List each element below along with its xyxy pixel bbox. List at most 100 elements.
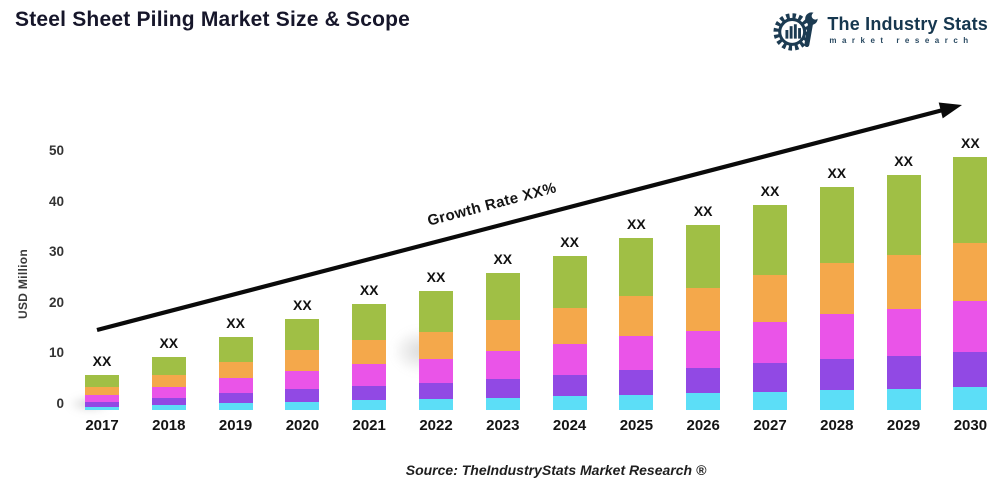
bar-value-label-2018: XX xyxy=(159,334,179,351)
bar-value-label-2030: XX xyxy=(961,135,980,151)
bar-segment-purple xyxy=(485,378,520,398)
x-axis-label-2028: 2028 xyxy=(820,417,854,434)
bar-segment-purple xyxy=(953,351,988,388)
bar-2026 xyxy=(686,225,721,410)
x-axis-label-2022: 2022 xyxy=(419,417,453,434)
bar-value-label-2022: XX xyxy=(426,269,446,286)
bar-segment-orange xyxy=(485,319,520,352)
bar-segment-magenta xyxy=(886,308,921,356)
x-axis-label-2030: 2030 xyxy=(953,417,988,434)
bar-segment-green-top xyxy=(886,174,921,255)
bar-2020 xyxy=(285,318,320,410)
bar-value-label-2020: XX xyxy=(293,296,312,313)
bar-segment-magenta xyxy=(285,370,320,390)
bar-segment-magenta xyxy=(151,387,186,398)
brand-tagline: market research xyxy=(829,36,974,45)
bar-2017 xyxy=(85,374,119,410)
bar-segment-purple xyxy=(886,355,921,389)
bar-segment-green-top xyxy=(552,255,587,309)
bar-segment-cyan-bottom xyxy=(352,400,387,410)
growth-rate-annotation: Growth Rate XX% xyxy=(425,179,559,230)
bar-segment-green-top xyxy=(218,336,253,362)
x-axis-label-2020: 2020 xyxy=(285,417,320,434)
x-axis-label-2023: 2023 xyxy=(486,417,520,434)
x-axis-label-2024: 2024 xyxy=(552,417,587,434)
bar-value-label-2025: XX xyxy=(627,215,646,232)
page-title: Steel Sheet Piling Market Size & Scope xyxy=(15,8,411,31)
x-axis-label-2019: 2019 xyxy=(218,417,253,434)
bar-segment-purple xyxy=(753,362,787,392)
bar-value-label-2024: XX xyxy=(560,233,579,250)
bar-segment-green-top xyxy=(819,187,854,264)
y-axis-tick-40: 40 xyxy=(48,193,64,209)
bar-segment-magenta xyxy=(753,321,787,363)
bar-segment-purple xyxy=(151,397,186,406)
bar-segment-magenta xyxy=(218,378,253,394)
gear-wrench-chart-icon xyxy=(773,12,820,51)
bar-segment-purple xyxy=(85,401,119,407)
bar-segment-green-top xyxy=(753,204,787,275)
bar-segment-green-top xyxy=(85,374,119,387)
bar-segment-magenta xyxy=(485,351,520,379)
bar-segment-orange xyxy=(85,386,119,395)
bar-segment-purple xyxy=(619,370,654,395)
y-axis-tick-0: 0 xyxy=(56,396,64,411)
bar-2019 xyxy=(218,336,253,410)
bar-segment-green-top xyxy=(151,356,186,376)
bar-segment-magenta xyxy=(619,336,654,371)
wrench-icon xyxy=(804,12,820,48)
bar-segment-cyan-bottom xyxy=(151,405,186,410)
bar-segment-cyan-bottom xyxy=(285,401,320,410)
bar-2018 xyxy=(151,356,186,410)
bar-segment-cyan-bottom xyxy=(485,397,520,410)
bar-segment-purple xyxy=(819,358,854,390)
bar-value-label-2028: XX xyxy=(827,165,847,182)
bar-2030 xyxy=(953,157,988,410)
bar-segment-orange xyxy=(686,288,721,331)
bar-2024 xyxy=(552,255,587,410)
x-axis-label-2018: 2018 xyxy=(152,417,186,434)
y-axis-tick-50: 50 xyxy=(48,143,64,158)
bar-segment-green-top xyxy=(619,237,654,297)
bar-2027 xyxy=(753,204,787,410)
bar-2022 xyxy=(419,291,453,410)
bar-segment-cyan-bottom xyxy=(552,396,587,410)
source-credit: Source: TheIndustryStats Market Research… xyxy=(405,462,707,478)
bar-segment-purple xyxy=(218,393,253,404)
x-axis-label-2027: 2027 xyxy=(753,417,787,434)
x-axis-label-2021: 2021 xyxy=(352,417,386,434)
bar-segment-cyan-bottom xyxy=(419,399,453,410)
brand-logo-text: The Industry Stats market research xyxy=(827,15,988,45)
bar-segment-cyan-bottom xyxy=(85,406,119,410)
bar-segment-magenta xyxy=(552,343,587,375)
bar-segment-green-top xyxy=(686,225,721,289)
x-axis-label-2017: 2017 xyxy=(85,417,119,434)
bar-segment-orange xyxy=(218,361,253,379)
brand-name: The Industry Stats xyxy=(827,14,988,34)
bar-segment-green-top xyxy=(352,303,387,340)
bar-segment-cyan-bottom xyxy=(218,403,253,410)
bar-value-label-2023: XX xyxy=(493,251,513,268)
bar-segment-orange xyxy=(753,274,787,322)
bar-segment-magenta xyxy=(953,301,988,352)
bar-segment-cyan-bottom xyxy=(819,390,854,410)
bar-segment-green-top xyxy=(953,157,988,244)
bar-segment-orange xyxy=(151,375,186,388)
bar-segment-orange xyxy=(819,263,854,315)
bar-segment-magenta xyxy=(819,314,854,359)
x-axis-label-2025: 2025 xyxy=(619,417,654,434)
bar-2021 xyxy=(352,303,387,410)
x-axis-label-2029: 2029 xyxy=(886,417,921,434)
bar-value-label-2027: XX xyxy=(760,183,780,200)
bar-segment-cyan-bottom xyxy=(686,393,721,410)
bar-2028 xyxy=(819,187,854,410)
y-axis-tick-10: 10 xyxy=(48,345,64,361)
bar-segment-magenta xyxy=(352,364,387,386)
bar-segment-cyan-bottom xyxy=(953,387,988,410)
bar-value-label-2019: XX xyxy=(226,314,245,331)
bar-value-label-2026: XX xyxy=(693,203,713,220)
y-axis-tick-20: 20 xyxy=(48,294,64,310)
bar-2023 xyxy=(485,273,520,410)
bar-segment-orange xyxy=(619,296,654,337)
